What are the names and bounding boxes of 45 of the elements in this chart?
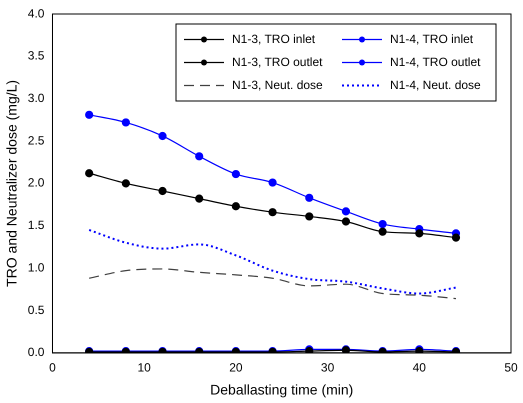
y-tick-label: 3.0 [28, 91, 45, 106]
point [232, 202, 240, 210]
point [305, 212, 314, 221]
x-tick-label: 30 [320, 360, 335, 374]
point [158, 186, 167, 196]
y-tick-label: 0.5 [28, 302, 45, 317]
y-tick-label: 2.5 [28, 133, 45, 148]
y-tick-label: 0.0 [28, 345, 45, 360]
point [268, 208, 277, 216]
legend-label: N1-4, TRO outlet [390, 54, 482, 69]
point [342, 207, 350, 216]
line-series [88, 268, 457, 300]
x-axis-title: Deballasting time (min) [210, 381, 354, 398]
legend-label: N1-3, Neut. dose [232, 78, 324, 92]
x-tick-label: 20 [229, 360, 243, 374]
point [452, 234, 460, 242]
x-tick-label: 50 [504, 360, 518, 374]
y-tick-label: 1.0 [28, 260, 45, 274]
point [268, 178, 277, 187]
y-axis-title: TRO and Neutralizer dose (mg/L) [3, 80, 20, 287]
y-tick-label: 3.5 [28, 48, 45, 63]
x-tick-label: 40 [412, 360, 426, 374]
x-tick-label: 0 [49, 360, 56, 374]
point [195, 152, 204, 160]
point [342, 217, 350, 226]
legend-label: N1-4, Neut. dose [390, 78, 482, 92]
x-tick-label: 10 [138, 360, 152, 374]
point [378, 228, 387, 236]
point [85, 169, 94, 178]
legend-label: N1-3, TRO inlet [232, 32, 316, 46]
point [415, 229, 424, 238]
point [122, 118, 130, 127]
line-series [88, 228, 457, 295]
point [85, 110, 94, 119]
point [378, 220, 387, 228]
legend-label: N1-3, TRO outlet [232, 54, 324, 69]
point [195, 194, 204, 203]
point [158, 132, 167, 140]
point [122, 179, 130, 188]
y-tick-label: 4.0 [28, 6, 45, 20]
y-tick-label: 1.5 [28, 218, 45, 232]
point [232, 170, 240, 178]
legend-label: N1-4, TRO inlet [390, 32, 474, 46]
point [305, 194, 314, 202]
y-tick-label: 2.0 [28, 176, 45, 190]
